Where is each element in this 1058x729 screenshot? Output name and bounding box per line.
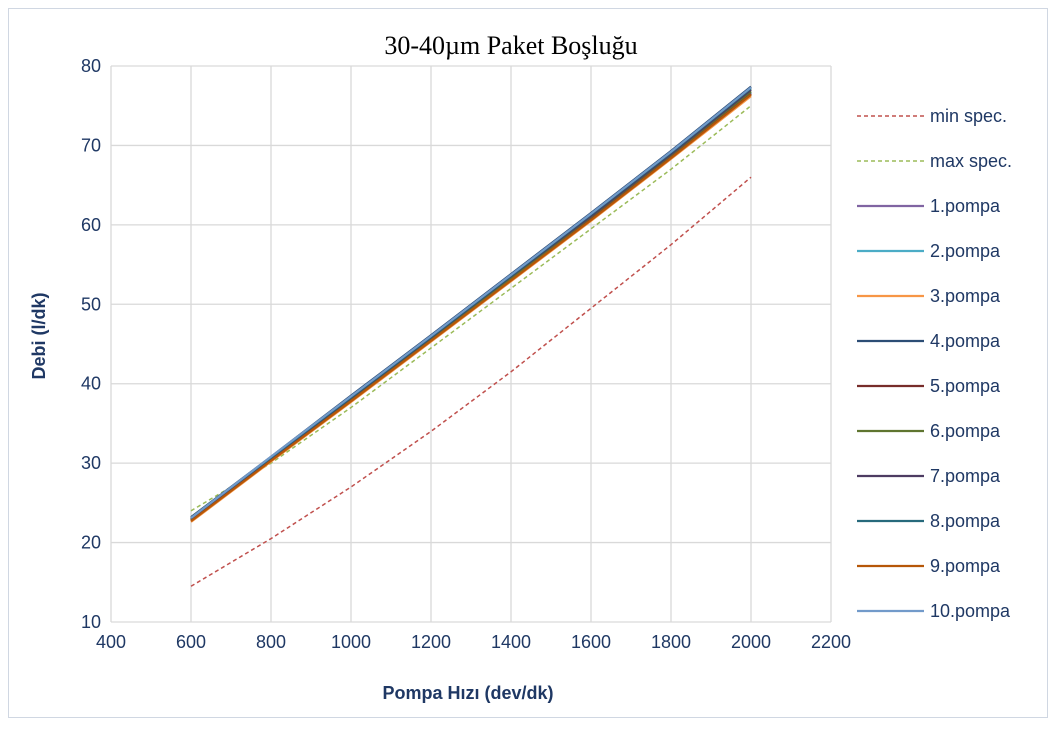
legend-label: 10.pompa [930,601,1011,621]
x-tick-label: 1400 [491,632,531,652]
line-chart: 30-40µm Paket Boşluğu 400 600 800 1000 1200 1… [29,31,1012,703]
x-tick-label: 600 [176,632,206,652]
y-tick-label: 70 [81,135,101,155]
chart-title: 30-40µm Paket Boşluğu [384,31,637,60]
legend-label: 3.pompa [930,286,1001,306]
x-tick-label: 2200 [811,632,851,652]
y-axis-label: Debi (l/dk) [29,292,49,379]
series-lines [190,85,752,587]
y-tick-label: 80 [81,56,101,76]
grid [110,65,832,623]
legend-label: 1.pompa [930,196,1001,216]
y-tick-label: 10 [81,612,101,632]
x-tick-label: 1200 [411,632,451,652]
legend-label: 6.pompa [930,421,1001,441]
chart-frame: 30-40µm Paket Boşluğu 400 600 800 1000 1200 1… [8,8,1048,718]
x-tick-label: 1600 [571,632,611,652]
y-tick-label: 50 [81,294,101,314]
x-tick-label: 2000 [731,632,771,652]
y-axis-ticks: 10 20 30 40 50 60 70 80 [81,56,101,632]
legend-label: 8.pompa [930,511,1001,531]
legend: min spec. max spec. 1.pompa 2.pompa 3.pompa 4… [857,106,1012,621]
series-line [190,176,752,587]
x-tick-label: 1800 [651,632,691,652]
legend-label: 7.pompa [930,466,1001,486]
y-tick-label: 40 [81,374,101,394]
y-tick-label: 20 [81,533,101,553]
series-line [190,86,752,519]
legend-label: 5.pompa [930,376,1001,396]
y-tick-label: 60 [81,215,101,235]
legend-label: min spec. [930,106,1007,126]
legend-label: max spec. [930,151,1012,171]
legend-label: 4.pompa [930,331,1001,351]
x-tick-label: 1000 [331,632,371,652]
series-line [190,93,752,523]
y-tick-label: 30 [81,453,101,473]
x-axis-ticks: 400 600 800 1000 1200 1400 1600 1800 2000 2200 [96,632,851,652]
legend-label: 2.pompa [930,241,1001,261]
x-tick-label: 400 [96,632,126,652]
x-axis-label: Pompa Hızı (dev/dk) [382,683,553,703]
legend-label: 9.pompa [930,556,1001,576]
x-tick-label: 800 [256,632,286,652]
